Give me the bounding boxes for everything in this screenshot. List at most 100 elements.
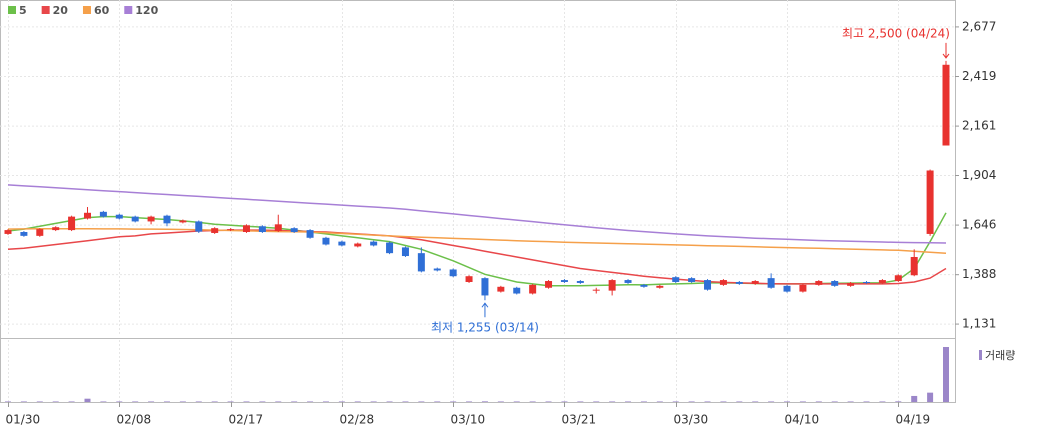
candle-body [115,214,123,219]
volume-bar [799,401,806,402]
candle-body [83,212,91,219]
legend-label: 120 [135,4,158,17]
volume-bar [497,401,504,402]
volume-bar [561,401,568,402]
candle-body [274,224,282,232]
volume-bar [863,401,870,402]
volume-bar [227,401,234,402]
x-tick-label: 02/08 [117,413,152,427]
y-tick-label: 1,131 [962,317,996,331]
candle-body [656,285,664,288]
volume-bar [5,401,11,402]
volume-bar [466,401,473,402]
high-annotation: 최고 2,500 (04/24) [842,26,950,40]
volume-bar [752,401,759,402]
volume-bar [609,401,616,402]
candle-body [386,242,394,254]
candle-body [36,229,44,236]
candle-body [449,269,457,277]
volume-bar [529,401,536,402]
candle-body [513,287,521,294]
legend-swatch [41,6,50,14]
volume-bar [52,401,59,402]
legend-label: 60 [94,4,110,17]
candle-body [910,256,918,276]
candle-body [942,64,950,146]
x-tick-label: 03/21 [562,413,597,427]
volume-bar [720,401,727,402]
ma-line [7,227,947,254]
volume-bar [148,401,155,402]
candle-body [735,281,743,284]
x-tick-label: 01/30 [6,413,41,427]
low-arrow-head [481,302,489,308]
volume-bar [879,401,886,402]
volume-bar [211,401,218,402]
volume-bar [831,401,838,402]
volume-bar [418,401,425,402]
volume-legend: 거래량 [985,349,1015,362]
candle-body [465,276,473,282]
candle-body [608,280,616,291]
candle-body [847,282,855,286]
candle-body [767,278,775,288]
volume-bar [625,401,632,402]
volume-bar [513,401,520,402]
candle-body [147,216,155,222]
candle-body [624,280,632,283]
volume-bar [20,401,27,402]
volume-bar [593,401,600,402]
candle-body [258,226,266,233]
candle-body [195,221,203,232]
volume-bar [577,401,584,402]
volume-bar [768,401,775,402]
candle-body [863,281,871,283]
candle-body [640,284,648,287]
volume-bar [450,401,457,402]
volume-bar [672,401,679,402]
candle-body [688,278,696,282]
volume-bar [815,401,822,402]
volume-bar [847,401,854,402]
candle-body [529,284,537,294]
volume-bar [434,401,441,402]
plot-frame [0,0,956,403]
y-tick-label: 1,904 [962,168,996,182]
candle-body [401,247,409,257]
volume-bar [354,401,361,402]
x-tick-label: 02/17 [229,413,264,427]
candle-body [211,228,219,233]
candle-body [338,241,346,246]
volume-bar [243,401,250,402]
y-tick-label: 1,646 [962,218,996,232]
candle-body [481,278,489,296]
volume-bar [68,401,75,402]
volume-bar [656,401,663,402]
candle-body [370,241,378,246]
legend-label: 5 [19,4,27,17]
volume-bar [704,401,711,402]
high-arrow-head [942,53,950,59]
candle-body [163,215,171,224]
volume-bar [275,401,282,402]
candle-body [52,227,60,231]
legend-label: 20 [53,4,69,17]
legend-swatch [8,6,16,14]
candle-body [179,220,187,223]
candle-body [878,280,886,283]
candle-body [560,280,568,282]
volume-bar [100,401,107,402]
x-tick-label: 03/10 [451,413,486,427]
volume-bar [179,401,186,402]
legend-swatch [124,6,133,14]
volume-bar [927,392,934,402]
x-tick-label: 04/10 [785,413,820,427]
volume-bar [36,401,43,402]
volume-bar [943,347,949,402]
candle-body [4,230,12,234]
candle-body [576,281,584,283]
candle-body [751,281,759,284]
candle-body [545,281,553,288]
candle-body [99,211,107,217]
